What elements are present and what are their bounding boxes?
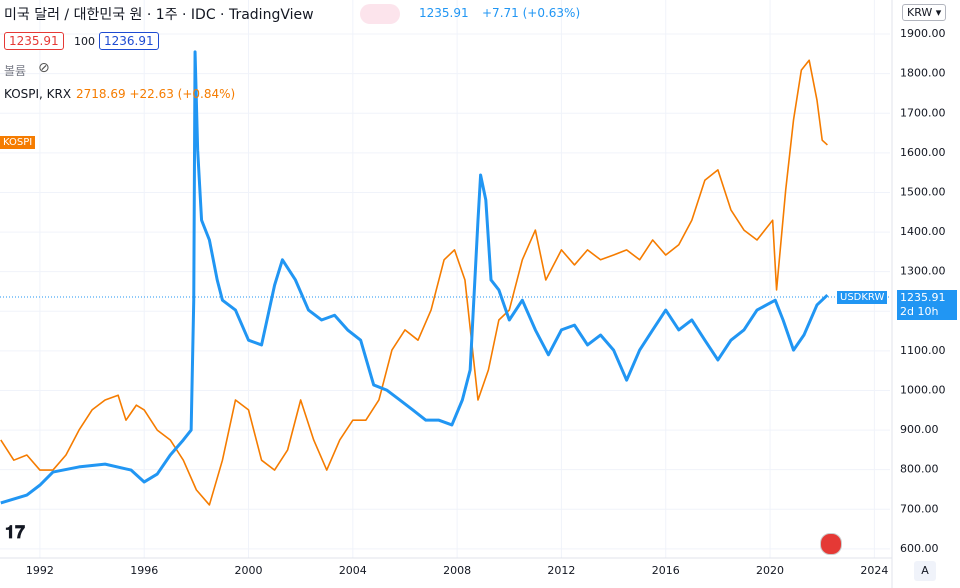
price-tag-value: 1235.91 (900, 291, 946, 304)
tv-logo: 𝟏𝟕 (5, 522, 26, 543)
x-tick-label: 2020 (756, 564, 784, 577)
last-price: 1235.91 (419, 6, 469, 20)
y-tick-label: 1400.00 (900, 225, 946, 238)
price-tag: 1235.91 2d 10h (897, 290, 957, 320)
y-tick-label: 1700.00 (900, 106, 946, 119)
series-line (0, 50, 829, 505)
currency: KRW (907, 6, 933, 19)
volume-label: 볼륨 (4, 64, 27, 78)
x-tick-label: 2024 (860, 564, 888, 577)
y-tick-label: 1500.00 (900, 185, 946, 198)
x-tick-label: 1992 (26, 564, 54, 577)
status-pill[interactable] (360, 4, 400, 24)
countdown: 2d 10h (900, 305, 939, 318)
y-tick-label: 1100.00 (900, 344, 946, 357)
x-tick-label: 1996 (130, 564, 158, 577)
y-tick-label: 1300.00 (900, 265, 946, 278)
x-tick-label: 2004 (339, 564, 367, 577)
chart-title: 미국 달러 / 대한민국 원 · 1주 · IDC · TradingView (4, 7, 314, 23)
y-tick-label: 1600.00 (900, 146, 946, 159)
y-tick-label: 900.00 (900, 423, 939, 436)
y-tick-label: 1900.00 (900, 27, 946, 40)
ask-box[interactable]: 1236.91 (99, 32, 159, 50)
currency-button[interactable]: KRW ▾ (902, 4, 947, 21)
x-tick-label: 2008 (443, 564, 471, 577)
y-tick-label: 800.00 (900, 463, 939, 476)
y-tick-label: 1000.00 (900, 383, 946, 396)
series-tag: USDKRW (837, 291, 888, 304)
y-tick-label: 1800.00 (900, 67, 946, 80)
flag-icon[interactable] (820, 533, 842, 555)
x-tick-label: 2016 (652, 564, 680, 577)
x-tick-label: 2012 (547, 564, 575, 577)
series-tag: KOSPI (0, 136, 36, 149)
series-line (0, 59, 828, 506)
hide-icon[interactable]: ⊘ (38, 60, 50, 76)
overlay-price: 2718.69 +22.63 (+0.84%) (76, 87, 236, 101)
spread: 100 (74, 35, 95, 48)
price-change: +7.71 (+0.63%) (482, 6, 581, 20)
y-tick-label: 700.00 (900, 502, 939, 515)
x-tick-label: 2000 (235, 564, 263, 577)
y-tick-label: 600.00 (900, 542, 939, 555)
overlay-legend: KOSPI, KRX (4, 87, 72, 101)
bid-box[interactable]: 1235.91 (4, 32, 64, 50)
scale-mode-button[interactable]: A (914, 561, 936, 581)
